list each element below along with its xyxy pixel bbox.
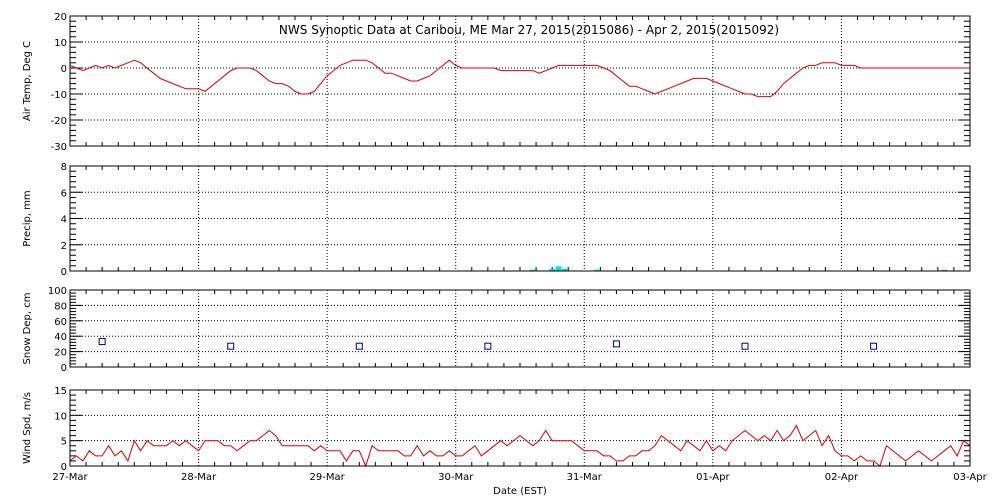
y-tick-label: 80 [54,301,67,312]
snow-depth-point [741,342,749,350]
y-axis-label: Snow Dep, cm [22,293,33,365]
series-line [69,424,971,468]
y-tick-label: 6 [61,188,67,199]
x-tick-label: 31-Mar [567,472,603,483]
y-tick-label: 0 [61,462,67,473]
snow-depth-point [870,342,878,350]
panel-2: 0 2 4 6 8 Precip, mm [22,162,971,278]
x-tick-label: 29-Mar [310,472,346,483]
precip-bar [555,266,562,271]
snow-depth-point [355,342,363,350]
panel-frame [69,389,971,467]
panel-frame [69,15,971,147]
y-tick-label: 40 [54,332,67,343]
y-tick-label: 0 [61,267,67,278]
y-tick-label: 0 [61,363,67,374]
y-tick-label: 5 [61,437,67,448]
x-tick-label: 01-Apr [696,472,730,483]
y-tick-label: 2 [61,241,67,252]
y-tick-label: 4 [61,215,67,226]
snow-depth-point [484,342,492,350]
snow-depth-point [612,340,620,348]
y-tick-label: -10 [51,90,67,101]
panel-frame [69,165,971,272]
y-tick-label: 60 [54,317,67,328]
snow-depth-point [98,338,106,346]
chart-title: NWS Synoptic Data at Caribou, ME Mar 27,… [279,23,779,37]
y-tick-label: -30 [51,142,67,153]
precip-bar [529,269,536,272]
y-axis-label: Precip, mm [22,190,33,246]
x-axis-label: Date (EST) [493,486,547,497]
x-tick-label: 02-Apr [825,472,859,483]
panel-1: -30 -20 -10 0 10 20 Air Temp, Deg C [22,12,971,153]
precip-bar [562,269,568,271]
panel-frame [69,289,971,368]
precip-bar [941,269,948,272]
series-line [69,59,970,98]
x-tick-label: 30-Mar [438,472,474,483]
y-tick-label: 0 [61,64,67,75]
y-tick-label: -20 [51,116,67,127]
y-tick-label: 10 [54,38,67,49]
y-axis-label: Air Temp, Deg C [22,41,33,121]
y-tick-label: 8 [61,162,67,173]
snow-depth-point [227,342,235,350]
x-tick-label: 27-Mar [52,472,88,483]
y-tick-label: 100 [48,286,67,297]
panel-3: 0 20 40 60 80 100 Snow Dep, cm [22,286,971,374]
precip-bar [594,269,601,272]
precip-bar [549,269,556,271]
y-tick-label: 15 [54,386,67,397]
y-tick-label: 20 [54,348,67,359]
y-tick-label: 10 [54,411,67,422]
panel-4: 0 5 10 15 Wind Spd, m/s [22,386,971,473]
x-tick-label: 03-Apr [953,472,987,483]
y-axis-label: Wind Spd, m/s [22,392,33,464]
y-tick-label: 20 [54,12,67,23]
x-tick-label: 28-Mar [181,472,217,483]
